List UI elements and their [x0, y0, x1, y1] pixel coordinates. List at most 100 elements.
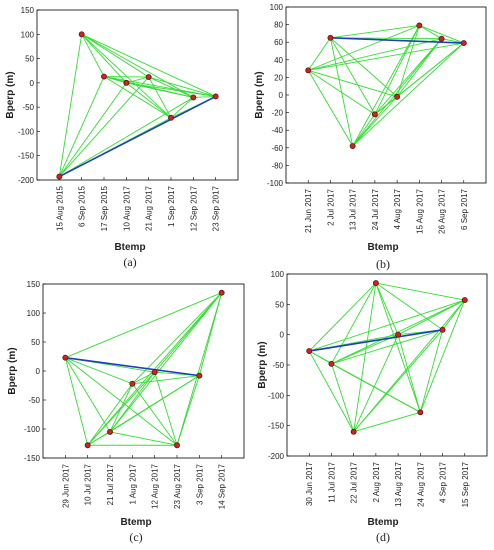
- acquisition-point: [371, 111, 378, 118]
- acquisition-point: [461, 297, 468, 304]
- baseline-link: [330, 37, 398, 98]
- baseline-link: [64, 357, 111, 433]
- baseline-link: [353, 411, 421, 433]
- acquisition-point: [78, 31, 85, 38]
- baseline-link: [331, 363, 421, 413]
- x-tick-label: 4 Aug 2017: [393, 188, 402, 229]
- x-tick-label: 26 Aug 2017: [438, 188, 447, 233]
- x-tick-label: 10 Jul 2017: [84, 463, 93, 505]
- x-tick-label: 21 Jul 2017: [106, 463, 115, 505]
- x-tick-label: 30 Jun 2017: [305, 461, 314, 506]
- baseline-link: [352, 114, 376, 147]
- baseline-link: [331, 282, 377, 365]
- acquisition-point: [416, 22, 423, 29]
- baseline-link: [126, 82, 194, 98]
- y-axis-label: Bperp (m): [257, 341, 268, 388]
- acquisition-point: [305, 67, 312, 74]
- acquisition-point: [84, 442, 91, 449]
- x-tick-label: 21 Aug 2017: [145, 185, 154, 230]
- acquisition-point: [306, 348, 313, 354]
- y-tick-label: -50: [272, 361, 284, 370]
- x-tick-label: 15 Sep 2017: [461, 461, 470, 507]
- y-tick-label: 40: [274, 56, 283, 65]
- x-axis-label: Btemp: [114, 242, 145, 253]
- x-tick-label: 10 Aug 2017: [122, 185, 131, 230]
- baseline-link: [396, 38, 442, 98]
- x-tick-label: 12 Aug 2017: [151, 463, 160, 508]
- baseline-link: [375, 282, 399, 335]
- acquisition-point: [212, 93, 219, 100]
- baseline-link: [309, 299, 465, 352]
- baseline-link: [375, 282, 421, 413]
- y-tick-label: -100: [268, 391, 285, 400]
- baseline-link: [397, 334, 421, 413]
- y-tick-label: -150: [268, 422, 285, 431]
- baseline-link: [375, 282, 465, 301]
- x-tick-label: 13 Aug 2017: [394, 461, 403, 506]
- baseline-link: [81, 33, 216, 97]
- y-tick-label: 50: [25, 55, 34, 64]
- panel-0: 150 100 50 0 -50 -100 -150 -200 15 Aug 2015 6 Sep…: [5, 6, 239, 269]
- plot-area: [286, 273, 488, 457]
- x-tick-label: 2 Jul 2017: [326, 188, 335, 225]
- x-axis-label: Btemp: [367, 242, 398, 253]
- acquisition-point: [327, 34, 334, 41]
- x-tick-label: 21 Jun 2017: [304, 188, 313, 233]
- acquisition-point: [395, 331, 402, 338]
- baseline-link: [193, 96, 216, 98]
- baseline-link: [154, 372, 178, 446]
- panel-3: 100 50 0 -50 -100 -150 -200 30 Jun 2017 11 Jul 2…: [257, 270, 488, 544]
- y-tick-label: -60: [271, 144, 283, 153]
- acquisition-point: [151, 369, 158, 376]
- baseline-link: [81, 34, 105, 77]
- acquisition-point: [56, 173, 63, 180]
- x-tick-label: 24 Jul 2017: [371, 188, 380, 230]
- baseline-link: [109, 292, 223, 433]
- baseline-link: [81, 33, 172, 119]
- baseline-link: [396, 42, 465, 98]
- baseline-link: [126, 82, 172, 119]
- acquisition-point: [328, 360, 335, 367]
- y-tick-label: 80: [274, 21, 283, 30]
- baseline-link: [58, 76, 150, 177]
- y-tick-label: 0: [30, 79, 35, 88]
- panel-label: (a): [123, 255, 136, 269]
- panel-label: (b): [376, 257, 390, 271]
- y-tick-label: -20: [271, 109, 283, 118]
- baseline-link: [419, 25, 442, 40]
- master-link: [65, 356, 200, 377]
- x-tick-label: 4 Sep 2017: [439, 461, 448, 502]
- baseline-link: [81, 33, 194, 98]
- baseline-link: [352, 42, 465, 147]
- baseline-link: [148, 76, 194, 98]
- acquisition-point: [417, 409, 424, 416]
- baseline-link: [330, 37, 354, 147]
- y-tick-label: 0: [280, 331, 285, 340]
- baseline-link: [65, 292, 222, 359]
- y-tick-label: 50: [31, 338, 40, 347]
- baseline-link: [148, 76, 216, 97]
- plot-area: [285, 6, 487, 184]
- panel-label: (d): [376, 530, 390, 544]
- acquisition-point: [438, 35, 445, 42]
- baseline-link: [308, 25, 420, 71]
- x-tick-label: 12 Sep 2017: [189, 185, 198, 231]
- baseline-link: [81, 33, 149, 78]
- baseline-link: [87, 383, 133, 446]
- acquisition-point: [174, 442, 180, 449]
- y-tick-label: 50: [275, 300, 284, 309]
- baseline-link: [419, 329, 443, 413]
- baseline-link: [81, 33, 127, 84]
- y-tick-label: 20: [274, 73, 283, 82]
- x-tick-label: 1 Sep 2017: [167, 185, 176, 226]
- baseline-link: [419, 25, 464, 44]
- baseline-link: [198, 292, 223, 376]
- baseline-link: [59, 97, 194, 177]
- baseline-link: [353, 283, 377, 432]
- master-link: [330, 37, 464, 44]
- acquisition-point: [145, 74, 152, 80]
- baseline-link: [64, 357, 89, 446]
- baseline-link: [375, 282, 443, 331]
- acquisition-point: [349, 143, 356, 149]
- y-tick-label: -100: [24, 425, 41, 434]
